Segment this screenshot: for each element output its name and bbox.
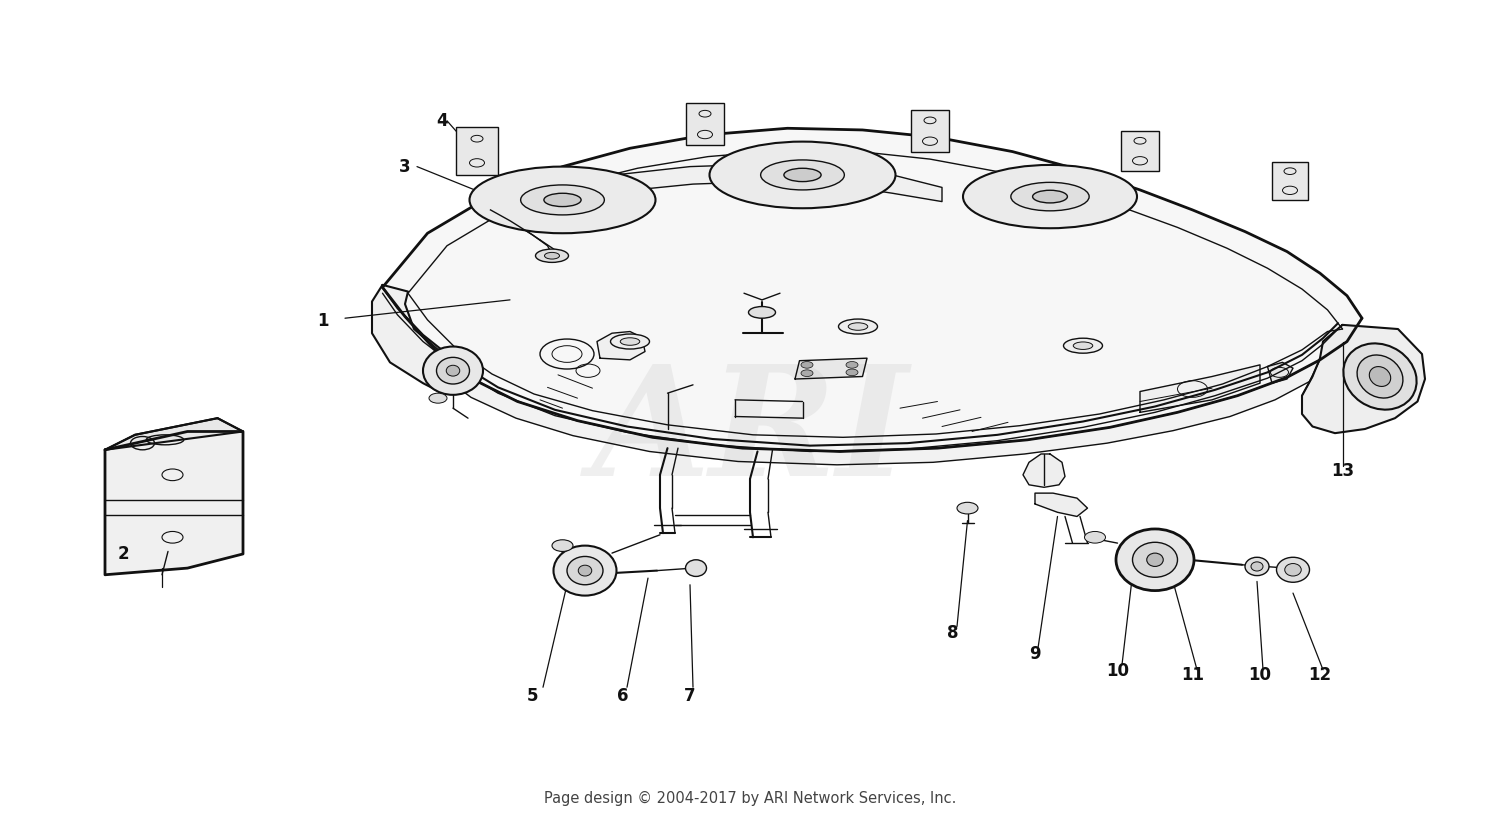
- Ellipse shape: [536, 249, 568, 262]
- Text: 5: 5: [526, 686, 538, 705]
- Polygon shape: [1268, 362, 1293, 383]
- Ellipse shape: [470, 167, 656, 233]
- Text: 7: 7: [684, 686, 696, 705]
- FancyBboxPatch shape: [686, 103, 723, 145]
- Ellipse shape: [1344, 343, 1416, 410]
- Ellipse shape: [1358, 355, 1402, 398]
- FancyBboxPatch shape: [912, 110, 950, 152]
- Polygon shape: [435, 350, 1320, 465]
- Polygon shape: [105, 431, 243, 575]
- Ellipse shape: [1011, 182, 1089, 211]
- Ellipse shape: [760, 160, 844, 190]
- Text: ARI: ARI: [591, 359, 909, 507]
- Ellipse shape: [1284, 563, 1300, 576]
- Ellipse shape: [544, 193, 580, 207]
- Ellipse shape: [1146, 553, 1164, 566]
- Polygon shape: [1035, 493, 1088, 516]
- Ellipse shape: [839, 319, 878, 334]
- Polygon shape: [382, 128, 1362, 451]
- Polygon shape: [1023, 454, 1065, 487]
- Circle shape: [429, 393, 447, 403]
- Ellipse shape: [847, 322, 867, 330]
- Text: 9: 9: [1029, 645, 1041, 663]
- Polygon shape: [597, 332, 645, 360]
- FancyBboxPatch shape: [456, 127, 498, 175]
- Ellipse shape: [621, 338, 639, 346]
- Polygon shape: [372, 285, 458, 393]
- Text: 1: 1: [316, 312, 328, 330]
- Ellipse shape: [610, 334, 650, 349]
- Polygon shape: [795, 358, 867, 379]
- Circle shape: [801, 370, 813, 377]
- Text: 12: 12: [1308, 666, 1332, 684]
- Circle shape: [1084, 531, 1106, 543]
- Ellipse shape: [748, 307, 776, 318]
- Ellipse shape: [1276, 557, 1310, 582]
- Text: 10: 10: [1106, 661, 1130, 680]
- Circle shape: [552, 540, 573, 551]
- Ellipse shape: [1116, 529, 1194, 591]
- Ellipse shape: [1132, 542, 1178, 577]
- Circle shape: [801, 362, 813, 368]
- FancyBboxPatch shape: [1272, 162, 1308, 200]
- Ellipse shape: [447, 365, 459, 376]
- Text: 11: 11: [1180, 666, 1204, 684]
- Ellipse shape: [567, 556, 603, 585]
- Ellipse shape: [710, 142, 896, 208]
- Polygon shape: [1302, 325, 1425, 433]
- Polygon shape: [105, 418, 243, 450]
- Text: 10: 10: [1248, 666, 1272, 684]
- Text: 2: 2: [117, 545, 129, 563]
- FancyBboxPatch shape: [1120, 131, 1158, 171]
- Text: 3: 3: [399, 157, 411, 176]
- Text: Page design © 2004-2017 by ARI Network Services, Inc.: Page design © 2004-2017 by ARI Network S…: [544, 791, 956, 806]
- Text: 6: 6: [616, 686, 628, 705]
- Ellipse shape: [1370, 367, 1390, 387]
- Ellipse shape: [1032, 190, 1068, 203]
- Ellipse shape: [1245, 557, 1269, 576]
- Circle shape: [957, 502, 978, 514]
- Polygon shape: [518, 164, 942, 207]
- Text: 13: 13: [1330, 461, 1354, 480]
- Ellipse shape: [520, 185, 605, 215]
- Ellipse shape: [544, 252, 560, 259]
- Text: 4: 4: [436, 112, 448, 130]
- Circle shape: [846, 362, 858, 368]
- Polygon shape: [1140, 365, 1260, 412]
- Ellipse shape: [1074, 342, 1092, 350]
- Ellipse shape: [1251, 561, 1263, 571]
- Ellipse shape: [784, 168, 820, 182]
- Ellipse shape: [554, 546, 616, 596]
- Ellipse shape: [579, 566, 591, 576]
- Ellipse shape: [436, 357, 470, 384]
- Ellipse shape: [686, 560, 706, 576]
- Ellipse shape: [423, 347, 483, 395]
- Text: 8: 8: [946, 624, 958, 642]
- Ellipse shape: [1064, 338, 1102, 353]
- Ellipse shape: [963, 165, 1137, 228]
- Circle shape: [846, 369, 858, 376]
